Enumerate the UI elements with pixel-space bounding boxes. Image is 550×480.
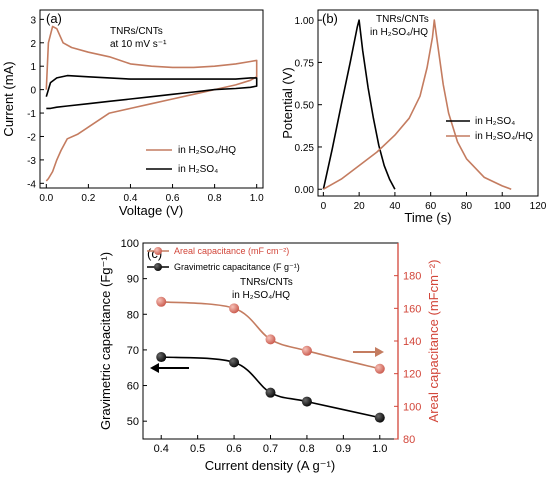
panel-c: 0.4 0.5 0.6 0.7 0.8 0.9 1.0 50 60 70 80 90 100 80 100 1… bbox=[98, 238, 441, 473]
y-right-tick-label-c-4: 160 bbox=[403, 303, 421, 315]
panel-c-annotation-line2: in H₂SO₄/HQ bbox=[232, 290, 290, 301]
y-tick-label-a-4: 0 bbox=[30, 86, 36, 97]
panel-a-annotation-line1: TNRs/CNTs bbox=[110, 26, 163, 37]
y-tick-label-a-6: 2 bbox=[30, 39, 36, 50]
panel-b-annotation-line1: TNRs/CNTs bbox=[376, 14, 429, 25]
panel-b-xlabel: Time (s) bbox=[404, 210, 451, 225]
panel-a: 0.0 0.2 0.4 0.6 0.8 1.0 -4 -3 -2 -1 0 1 2 3 (a) TNRs/… bbox=[1, 9, 264, 218]
panel-c-curves bbox=[156, 296, 385, 423]
x-tick-label-b-5: 100 bbox=[494, 201, 511, 212]
right-pointing-arrow-icon bbox=[353, 347, 384, 357]
panel-b-label: (b) bbox=[322, 11, 338, 26]
legend-c-red-label: Areal capacitance (mF cm⁻²) bbox=[174, 246, 289, 256]
x-tick-label-c-5: 0.9 bbox=[336, 443, 351, 455]
y-tick-label-c-2: 70 bbox=[127, 345, 139, 357]
x-tick-label-c-4: 0.8 bbox=[299, 443, 314, 455]
x-tick-label-c-6: 1.0 bbox=[372, 443, 387, 455]
data-point-c-0-3 bbox=[301, 345, 312, 356]
panel-a-label: (a) bbox=[46, 11, 62, 26]
x-tick-label-c-2: 0.6 bbox=[226, 443, 241, 455]
x-tick-label-a-3: 0.6 bbox=[166, 193, 180, 204]
y-tick-label-c-3: 80 bbox=[127, 309, 139, 321]
legend-b-black-label: in H₂SO₄ bbox=[475, 116, 515, 127]
y-tick-label-b-3: 0.75 bbox=[295, 58, 315, 69]
panel-b-annotation-line2: in H₂SO₄/HQ bbox=[370, 27, 428, 38]
panel-b-curves bbox=[322, 19, 512, 190]
legend-a-brown-label: in H₂SO₄/HQ bbox=[178, 145, 236, 156]
left-pointing-arrow-icon bbox=[150, 363, 189, 373]
panel-c-ylabel-left: Gravimetric capacitance (Fg⁻¹) bbox=[98, 252, 113, 430]
x-tick-label-b-6: 120 bbox=[530, 201, 547, 212]
x-tick-label-c-1: 0.5 bbox=[190, 443, 205, 455]
x-tick-label-b-1: 20 bbox=[354, 201, 366, 212]
panel-a-xlabel: Voltage (V) bbox=[119, 203, 183, 218]
panel-b-ylabel: Potential (V) bbox=[280, 67, 295, 139]
x-tick-label-a-2: 0.4 bbox=[124, 193, 138, 204]
data-point-c-0-2 bbox=[265, 334, 276, 345]
y-tick-label-c-4: 90 bbox=[127, 274, 139, 286]
panel-c-ticks: 0.4 0.5 0.6 0.7 0.8 0.9 1.0 50 60 70 80 90 100 80 100 1… bbox=[121, 238, 422, 455]
y-tick-label-a-3: -1 bbox=[27, 109, 36, 120]
y-tick-label-b-0: 0.00 bbox=[295, 185, 315, 196]
panel-a-legend: in H₂SO₄/HQ in H₂SO₄ bbox=[146, 145, 236, 175]
y-tick-label-b-1: 0.25 bbox=[295, 143, 315, 154]
legend-c-red-marker bbox=[154, 247, 162, 255]
x-tick-label-b-2: 40 bbox=[389, 201, 401, 212]
y-tick-label-a-5: 1 bbox=[30, 62, 36, 73]
x-tick-label-c-0: 0.4 bbox=[154, 443, 169, 455]
data-point-c-1-4 bbox=[374, 412, 385, 423]
x-tick-label-c-3: 0.7 bbox=[263, 443, 278, 455]
y-tick-label-c-1: 60 bbox=[127, 381, 139, 393]
y-tick-label-a-2: -2 bbox=[27, 132, 36, 143]
y-tick-label-b-2: 0.50 bbox=[295, 101, 315, 112]
x-tick-label-a-0: 0.0 bbox=[39, 193, 53, 204]
x-tick-label-a-4: 0.8 bbox=[208, 193, 222, 204]
panel-c-legend: Areal capacitance (mF cm⁻²) Gravimetric … bbox=[147, 246, 300, 272]
data-point-c-0-4 bbox=[374, 363, 385, 374]
legend-c-black-marker bbox=[154, 263, 162, 271]
y-tick-label-a-1: -3 bbox=[27, 156, 36, 167]
panel-a-ylabel: Current (mA) bbox=[1, 61, 16, 136]
panel-b-ticks: 0 20 40 60 80 100 120 0.00 0.25 0.50 0.75 1.00 bbox=[295, 16, 547, 212]
y-right-tick-label-c-0: 80 bbox=[403, 434, 415, 446]
y-tick-label-a-0: -4 bbox=[27, 179, 36, 190]
y-tick-label-c-0: 50 bbox=[127, 416, 139, 428]
data-point-c-1-2 bbox=[265, 387, 276, 398]
series-line-a-1 bbox=[45, 74, 258, 110]
series-line-b-0 bbox=[322, 19, 396, 190]
panel-b-frame bbox=[317, 9, 539, 197]
y-tick-label-b-4: 1.00 bbox=[295, 16, 315, 27]
legend-c-black-label: Gravimetric capacitance (F g⁻¹) bbox=[174, 262, 300, 272]
panel-a-curves bbox=[45, 25, 258, 182]
panel-c-xlabel: Current density (A g⁻¹) bbox=[205, 458, 335, 473]
data-point-c-1-0 bbox=[156, 352, 167, 363]
panel-b-legend: in H₂SO₄ in H₂SO₄/HQ bbox=[446, 116, 533, 142]
panel-a-ticks: 0.0 0.2 0.4 0.6 0.8 1.0 -4 -3 -2 -1 0 1 2 3 bbox=[27, 15, 264, 204]
panel-c-ylabel-right: Areal capacitance (mFcm⁻²) bbox=[426, 260, 441, 423]
y-right-tick-label-c-2: 120 bbox=[403, 369, 421, 381]
x-tick-label-b-0: 0 bbox=[321, 201, 327, 212]
x-tick-label-a-5: 1.0 bbox=[250, 193, 264, 204]
data-point-c-0-0 bbox=[156, 296, 167, 307]
series-fit-c-1 bbox=[161, 356, 380, 419]
data-point-c-1-3 bbox=[301, 396, 312, 407]
x-tick-label-a-1: 0.2 bbox=[81, 193, 95, 204]
y-tick-label-a-7: 3 bbox=[30, 15, 36, 26]
legend-a-black-label: in H₂SO₄ bbox=[178, 164, 218, 175]
panel-c-annotation-line1: TNRs/CNTs bbox=[240, 277, 293, 288]
panel-a-frame bbox=[39, 9, 264, 189]
y-right-tick-label-c-3: 140 bbox=[403, 336, 421, 348]
y-right-tick-label-c-5: 180 bbox=[403, 271, 421, 283]
data-point-c-1-1 bbox=[229, 357, 240, 368]
y-tick-label-c-5: 100 bbox=[121, 238, 139, 250]
legend-b-brown-label: in H₂SO₄/HQ bbox=[475, 131, 533, 142]
y-right-tick-label-c-1: 100 bbox=[403, 401, 421, 413]
x-tick-label-b-3: 60 bbox=[425, 201, 437, 212]
data-point-c-0-1 bbox=[229, 303, 240, 314]
x-tick-label-b-4: 80 bbox=[461, 201, 473, 212]
series-line-b-1 bbox=[323, 19, 512, 190]
panel-a-annotation-line2: at 10 mV s⁻¹ bbox=[110, 39, 167, 50]
